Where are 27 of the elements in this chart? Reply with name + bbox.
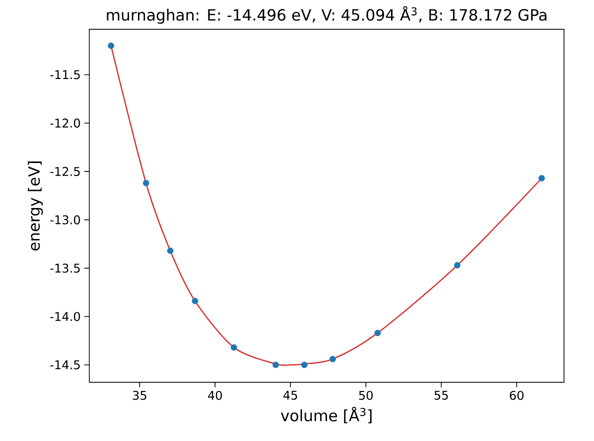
point [167,248,174,254]
y-tick-label: -12.0 [50,118,80,128]
x-tick-label: 40 [208,390,222,400]
x-tick-label: 45 [283,390,298,400]
point [108,42,114,49]
y-tick-label: -13.5 [50,264,80,273]
point [230,344,238,351]
point [192,298,198,304]
point [142,180,150,186]
point [538,175,545,182]
point [301,362,308,368]
y-tick-label: -12.5 [50,166,80,176]
x-tick-label: 55 [434,390,448,400]
y-axis-title: energy [eV] [28,162,43,251]
chart-title: murnaghan: E: -14.496 eV, V: 45.094 Å$^{3}$, B: 178.172 GPa [106,6,546,24]
y-tick-label: -14.0 [50,312,80,322]
x-tick-label: 50 [359,390,373,400]
x-axis-title: volume [Å$^{3}$] [280,406,372,424]
point [454,262,460,268]
point [329,356,336,362]
x-tick-label: 60 [510,390,524,400]
point [374,330,381,336]
x-tick-label: 35 [132,390,146,400]
y-tick-label: -11.5 [50,70,80,80]
point [272,362,279,368]
y-tick-label: -13.0 [50,215,80,224]
y-tick-label: -14.5 [50,360,80,370]
